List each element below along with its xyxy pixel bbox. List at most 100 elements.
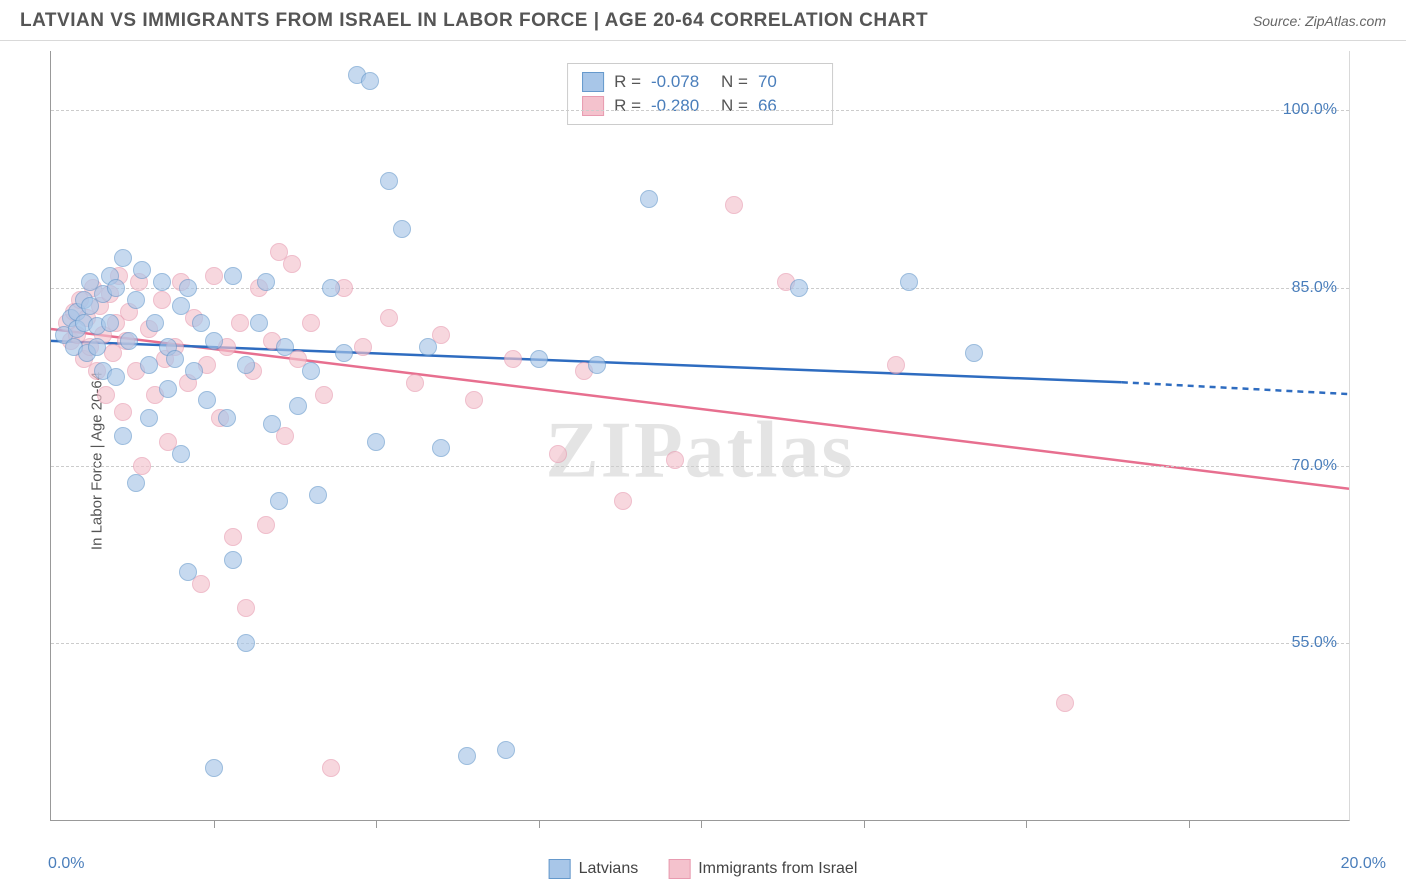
data-point-latvians [140, 409, 158, 427]
data-point-latvians [205, 759, 223, 777]
data-point-israel [224, 528, 242, 546]
y-tick-label: 55.0% [1292, 634, 1337, 652]
data-point-latvians [965, 344, 983, 362]
data-point-latvians [192, 314, 210, 332]
data-point-latvians [237, 634, 255, 652]
data-point-israel [465, 391, 483, 409]
legend-swatch-latvians [549, 859, 571, 879]
data-point-latvians [380, 172, 398, 190]
data-point-latvians [198, 391, 216, 409]
data-point-israel [205, 267, 223, 285]
chart-header: LATVIAN VS IMMIGRANTS FROM ISRAEL IN LAB… [0, 0, 1406, 41]
swatch-latvians [582, 72, 604, 92]
swatch-israel [582, 96, 604, 116]
data-point-latvians [120, 332, 138, 350]
data-point-latvians [172, 445, 190, 463]
stats-row-israel: R = -0.280 N = 66 [582, 94, 818, 118]
data-point-latvians [393, 220, 411, 238]
x-tick [1026, 820, 1027, 828]
n-value-latvians: 70 [758, 72, 818, 92]
x-axis-max-label: 20.0% [1341, 855, 1386, 873]
chart-legend: Latvians Immigrants from Israel [549, 859, 858, 879]
data-point-latvians [322, 279, 340, 297]
data-point-latvians [640, 190, 658, 208]
trend-lines [51, 51, 1349, 820]
data-point-latvians [153, 273, 171, 291]
data-point-latvians [127, 474, 145, 492]
data-point-israel [666, 451, 684, 469]
data-point-latvians [270, 492, 288, 510]
data-point-latvians [179, 279, 197, 297]
data-point-latvians [367, 433, 385, 451]
data-point-israel [315, 386, 333, 404]
data-point-israel [133, 457, 151, 475]
r-label: R = [614, 72, 641, 92]
y-tick-label: 100.0% [1283, 101, 1337, 119]
data-point-israel [380, 309, 398, 327]
source-attribution: Source: ZipAtlas.com [1253, 13, 1386, 29]
data-point-latvians [127, 291, 145, 309]
x-axis-min-label: 0.0% [48, 855, 84, 873]
data-point-latvians [205, 332, 223, 350]
data-point-israel [302, 314, 320, 332]
data-point-israel [97, 386, 115, 404]
data-point-latvians [107, 368, 125, 386]
data-point-latvians [218, 409, 236, 427]
r-value-israel: -0.280 [651, 96, 711, 116]
data-point-israel [549, 445, 567, 463]
chart-title: LATVIAN VS IMMIGRANTS FROM ISRAEL IN LAB… [20, 10, 928, 32]
data-point-latvians [361, 72, 379, 90]
x-tick [376, 820, 377, 828]
data-point-israel [1056, 694, 1074, 712]
data-point-latvians [250, 314, 268, 332]
data-point-latvians [237, 356, 255, 374]
data-point-latvians [263, 415, 281, 433]
x-tick [701, 820, 702, 828]
gridline [51, 466, 1349, 467]
n-label: N = [721, 72, 748, 92]
x-tick [864, 820, 865, 828]
data-point-israel [725, 196, 743, 214]
data-point-latvians [146, 314, 164, 332]
n-value-israel: 66 [758, 96, 818, 116]
data-point-latvians [172, 297, 190, 315]
data-point-israel [257, 516, 275, 534]
data-point-latvians [140, 356, 158, 374]
source-name: ZipAtlas.com [1305, 13, 1386, 29]
data-point-israel [231, 314, 249, 332]
data-point-israel [283, 255, 301, 273]
data-point-latvians [133, 261, 151, 279]
stats-row-latvians: R = -0.078 N = 70 [582, 70, 818, 94]
data-point-latvians [458, 747, 476, 765]
r-label: R = [614, 96, 641, 116]
legend-label-latvians: Latvians [579, 860, 639, 878]
legend-item-latvians: Latvians [549, 859, 639, 879]
data-point-latvians [432, 439, 450, 457]
data-point-israel [354, 338, 372, 356]
data-point-latvians [107, 279, 125, 297]
data-point-latvians [790, 279, 808, 297]
data-point-latvians [224, 267, 242, 285]
data-point-latvians [309, 486, 327, 504]
data-point-latvians [114, 427, 132, 445]
plot-region: ZIPatlas R = -0.078 N = 70 R = -0.280 N … [50, 51, 1350, 821]
data-point-latvians [185, 362, 203, 380]
legend-swatch-israel [668, 859, 690, 879]
data-point-latvians [530, 350, 548, 368]
x-tick [539, 820, 540, 828]
data-point-israel [114, 403, 132, 421]
data-point-latvians [497, 741, 515, 759]
gridline [51, 288, 1349, 289]
n-label: N = [721, 96, 748, 116]
x-tick [1189, 820, 1190, 828]
data-point-latvians [335, 344, 353, 362]
data-point-latvians [276, 338, 294, 356]
legend-item-israel: Immigrants from Israel [668, 859, 857, 879]
trend-line [1122, 382, 1349, 394]
data-point-latvians [224, 551, 242, 569]
data-point-latvians [302, 362, 320, 380]
data-point-latvians [419, 338, 437, 356]
legend-label-israel: Immigrants from Israel [698, 860, 857, 878]
data-point-israel [237, 599, 255, 617]
x-tick [214, 820, 215, 828]
